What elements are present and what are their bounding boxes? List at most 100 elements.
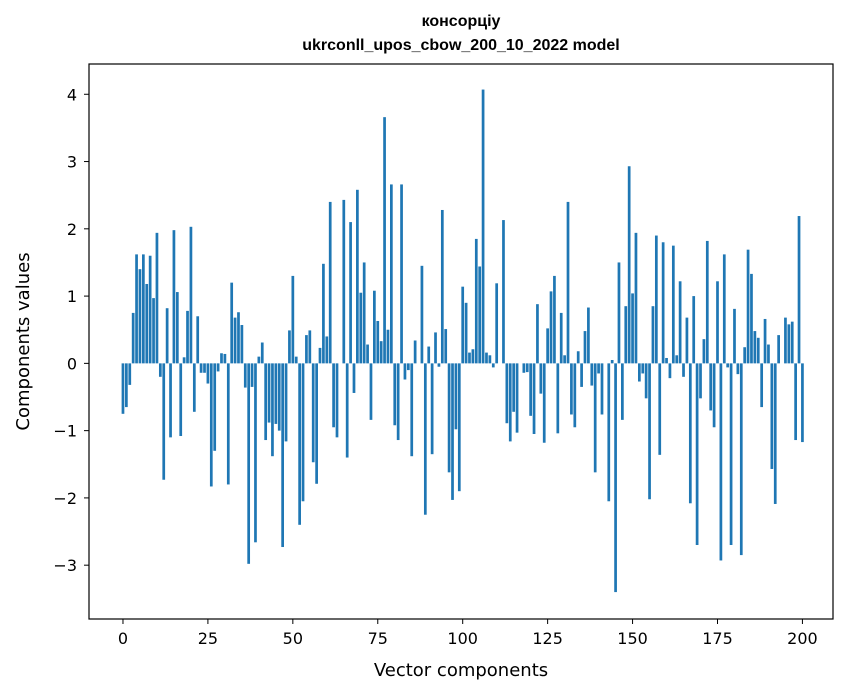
bar [376,320,380,364]
bar [790,321,794,364]
bar [301,363,305,502]
bar [682,363,685,377]
bar [400,184,403,364]
bar [315,363,318,484]
bar [587,307,590,364]
bar [702,339,706,364]
bar [464,302,468,364]
bar [767,344,770,364]
chart-title: консорціу ukrconll_upos_cbow_200_10_2022… [302,13,619,54]
bar [220,353,223,364]
x-axis-label: Vector components [374,660,548,681]
bar [390,184,393,364]
y-tick-label: 4 [67,85,77,104]
bar [165,308,169,364]
bar [644,363,648,399]
bar [271,363,274,457]
bar [539,363,543,394]
bar [158,363,162,377]
bar [216,363,220,372]
bar [508,363,512,442]
bar [250,363,254,387]
bar [549,291,553,364]
bar [311,363,315,463]
bar [162,363,166,480]
y-tick-label: 3 [67,153,77,172]
bar [383,117,386,364]
bar [773,363,777,504]
bar [254,363,257,543]
bar [553,275,556,364]
bar [413,340,417,364]
bar [440,209,444,364]
bar [135,254,138,364]
bar [675,355,679,364]
bar [634,232,638,364]
bar [131,312,135,364]
bars-group [121,89,804,593]
bar [125,363,128,408]
bar [590,363,594,386]
bar [536,304,539,364]
bar [525,363,529,373]
plot-frame [88,63,834,620]
bar [641,363,645,374]
bar [566,201,570,364]
bar [726,363,730,368]
bar [352,363,356,393]
bar [444,329,448,364]
bar [226,363,230,485]
bar [213,363,217,451]
bar [607,363,611,502]
bar [485,352,488,364]
bar [142,254,145,364]
x-tick-label: 0 [118,629,128,648]
bar [784,317,787,364]
bar [203,363,206,373]
bar [593,363,597,473]
bar [505,363,509,424]
bar [512,363,516,412]
bar [328,201,332,364]
bar [576,351,580,364]
bar [733,308,736,364]
bar [223,353,227,364]
bar [349,222,352,364]
bar [322,263,325,364]
bar [610,360,614,364]
bar [716,281,719,364]
bar [230,282,234,364]
bar [631,293,634,364]
bar [546,328,549,364]
bar [175,292,179,364]
bar [515,363,519,433]
bar [366,344,369,364]
bar [651,306,655,364]
bar [695,363,699,545]
x-tick-label: 25 [198,629,218,648]
bar [454,363,458,430]
bar [369,363,373,420]
bar [532,363,536,434]
bar [420,265,424,364]
bar [502,220,505,364]
bar [237,312,240,364]
x-tick-label: 100 [447,629,478,648]
bar [318,347,322,364]
chart-title-line-1: консорціу [422,13,501,30]
bar [403,363,407,380]
bar [614,363,617,593]
bar [719,363,723,561]
bar [474,238,478,364]
bar [573,363,577,428]
bar [522,363,526,373]
bar [342,199,346,364]
bar [373,290,376,364]
bar [491,363,495,368]
bar [291,275,295,364]
bar [152,298,155,364]
bar [542,363,546,443]
bar [750,273,753,364]
bar [457,363,461,492]
